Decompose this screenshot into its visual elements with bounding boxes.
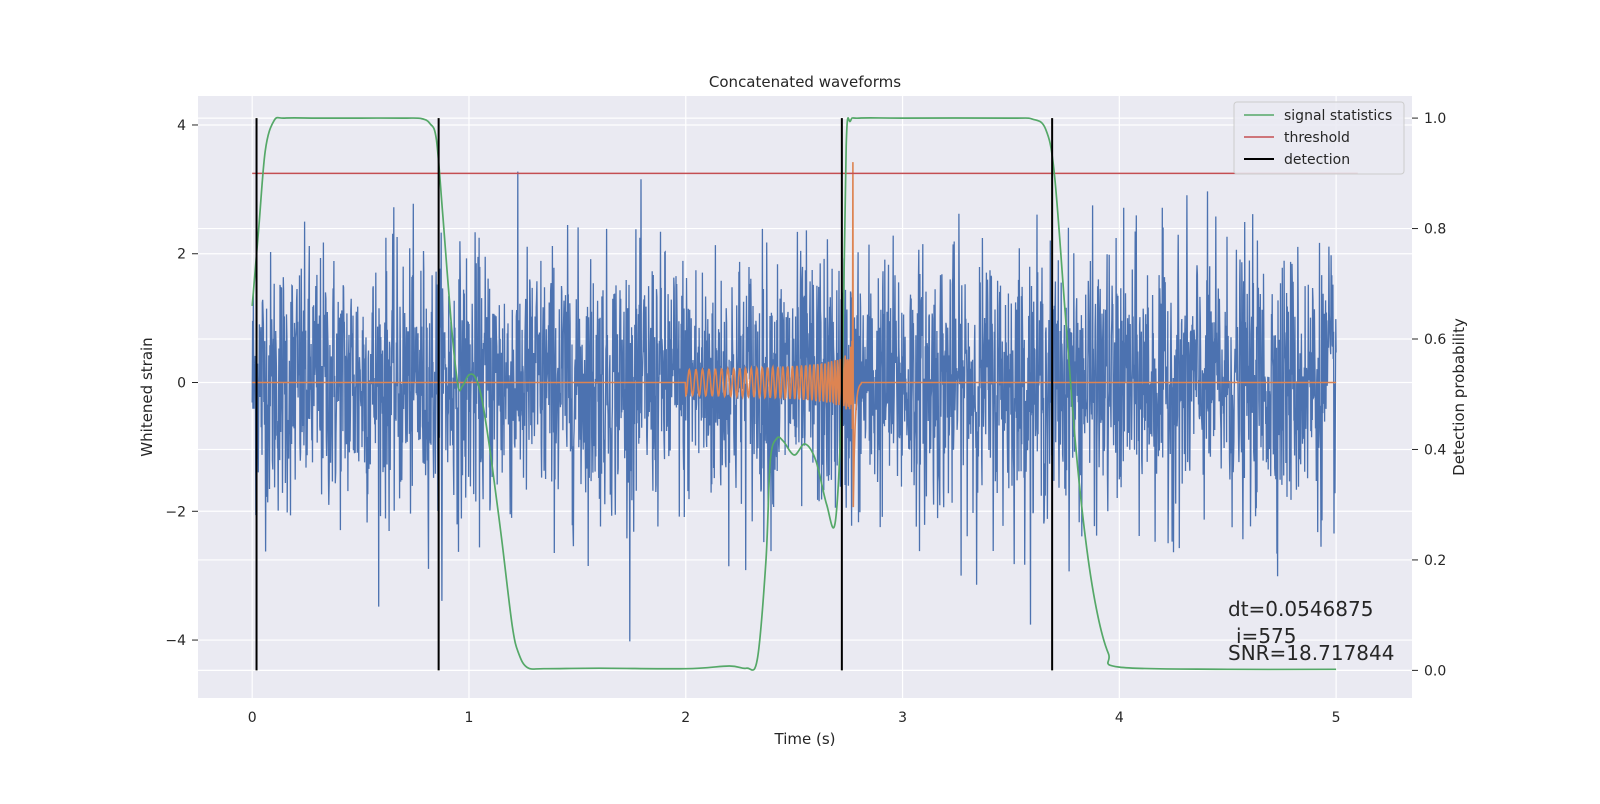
y2-tick-label: 0.4 xyxy=(1424,442,1446,458)
waveform-line xyxy=(252,162,1337,508)
y2-tick-label: 1.0 xyxy=(1424,111,1446,127)
y2-axis-ticks: 0.0 0.2 0.4 0.6 0.8 1.0 xyxy=(1412,111,1446,679)
legend-label-signal-statistics: signal statistics xyxy=(1284,108,1392,124)
chart-title: Concatenated waveforms xyxy=(709,73,901,91)
y2-tick-label: 0.0 xyxy=(1424,663,1446,679)
x-tick-label: 3 xyxy=(898,710,907,726)
series-group xyxy=(251,116,1358,671)
x-tick-label: 5 xyxy=(1332,710,1341,726)
y-tick-label: −2 xyxy=(165,504,186,520)
x-tick-label: 4 xyxy=(1115,710,1124,726)
legend: signal statistics threshold detection xyxy=(1233,101,1405,175)
signal-statistics-line xyxy=(251,116,1337,671)
y-tick-label: 0 xyxy=(177,376,186,392)
legend-box xyxy=(1233,101,1405,175)
annotation-dt: dt=0.0546875 xyxy=(1228,597,1373,621)
y2-tick-label: 0.8 xyxy=(1424,222,1446,238)
legend-label-detection: detection xyxy=(1284,152,1350,168)
x-axis-ticks: 0 1 2 3 4 5 xyxy=(248,710,1341,726)
y2-axis-label: Detection probability xyxy=(1450,318,1468,476)
y2-tick-label: 0.2 xyxy=(1424,553,1446,569)
y-axis-label: Whitened strain xyxy=(138,337,156,456)
legend-label-threshold: threshold xyxy=(1284,130,1350,146)
y2-tick-label: 0.6 xyxy=(1424,332,1446,348)
annotation-i: i=575 xyxy=(1236,624,1297,648)
x-axis-label: Time (s) xyxy=(774,730,836,748)
x-tick-label: 1 xyxy=(465,710,474,726)
y-axis-ticks: −4 −2 0 2 4 xyxy=(165,118,198,649)
x-tick-label: 0 xyxy=(248,710,257,726)
y-tick-label: 4 xyxy=(177,118,186,134)
annotation-snr: SNR=18.717844 xyxy=(1228,641,1394,665)
y-tick-label: −4 xyxy=(165,633,186,649)
x-tick-label: 2 xyxy=(681,710,690,726)
y-tick-label: 2 xyxy=(177,247,186,263)
